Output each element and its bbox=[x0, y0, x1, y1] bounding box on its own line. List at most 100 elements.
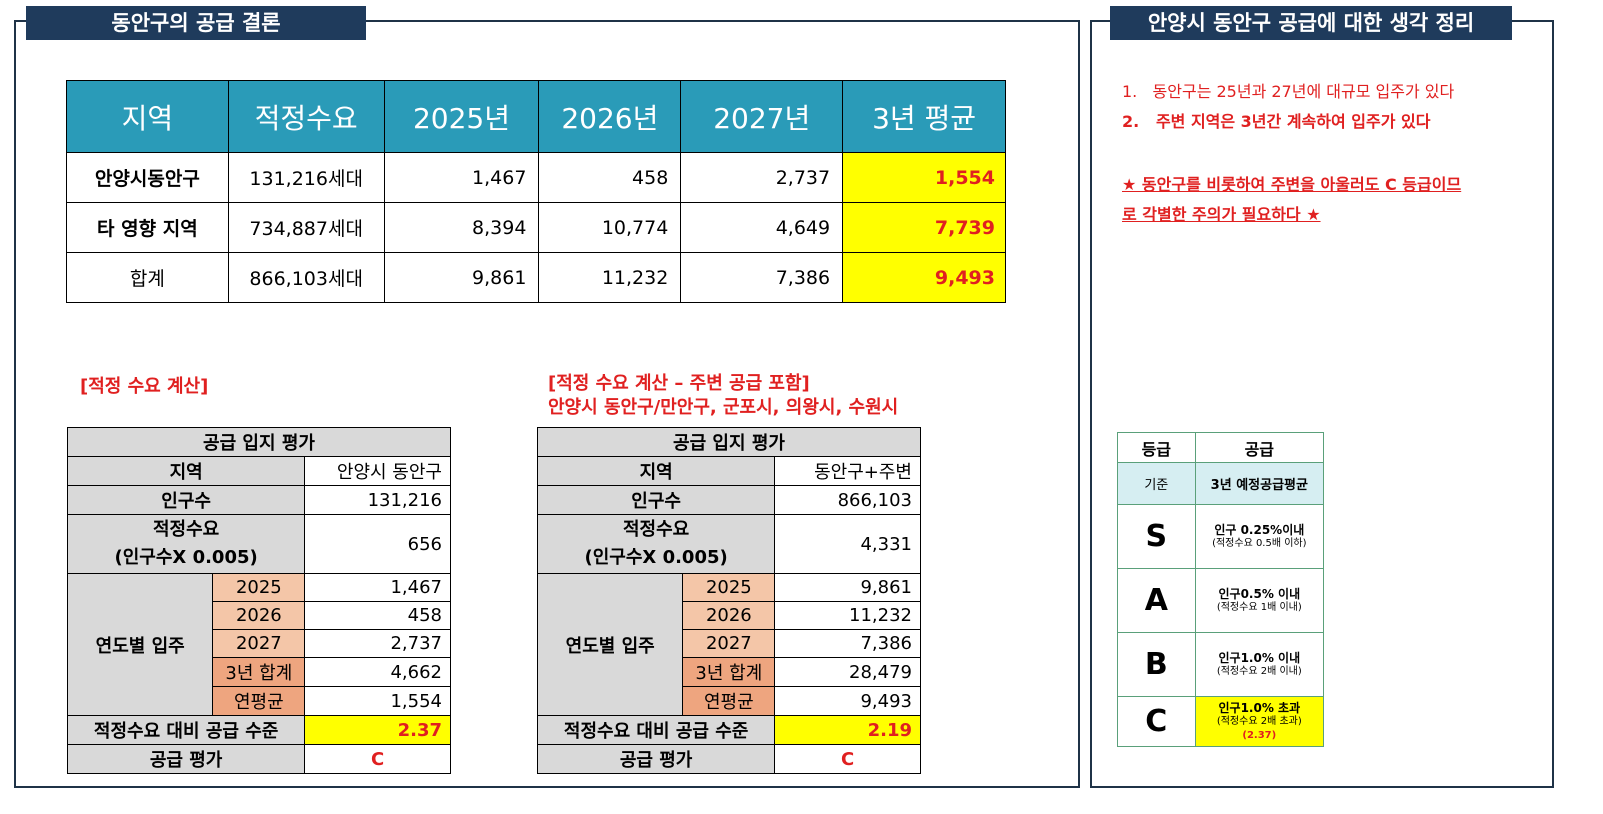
calc2-label: [적정 수요 계산 – 주변 공급 포함] 안양시 동안구/만안구, 군포시, … bbox=[548, 372, 898, 420]
calc2-demand-label: 적정수요 (인구수X 0.005) bbox=[536, 514, 776, 574]
note-number: 1. bbox=[1122, 82, 1138, 101]
calc2-region-label: 지역 bbox=[536, 456, 776, 486]
row-2025: 9,861 bbox=[383, 252, 540, 303]
calc1-population-value: 131,216 bbox=[304, 485, 451, 515]
summary-header-row: 지역 적정수요 2025년 2026년 2027년 3년 평균 bbox=[66, 80, 1006, 153]
calc2-grade-value: C bbox=[774, 744, 921, 774]
calc2-grade-label: 공급 평가 bbox=[536, 744, 776, 774]
grade-desc-main: 인구 0.25%이내 bbox=[1214, 522, 1305, 537]
calc2-year-2025: 2025 bbox=[682, 573, 776, 602]
header-region: 지역 bbox=[66, 80, 229, 153]
calc1-3yr-total: 3년 합계 bbox=[212, 657, 306, 687]
row-2027: 4,649 bbox=[680, 202, 844, 253]
note-item-2: 2. 주변 지역은 3년간 계속하여 입주가 있다 bbox=[1122, 108, 1430, 132]
grade-score: (2.37) bbox=[1242, 729, 1277, 741]
grade-desc-b: 인구1.0% 이내 (적정수요 2배 이내) bbox=[1194, 632, 1325, 697]
calc1-year-2026: 2026 bbox=[212, 601, 306, 630]
header-3yr-avg: 3년 평균 bbox=[842, 80, 1006, 153]
row-2026: 11,232 bbox=[538, 252, 682, 303]
row-demand: 866,103세대 bbox=[227, 252, 385, 303]
calc1-table: 공급 입지 평가 지역 안양시 동안구 인구수 131,216 적정수요 (인구… bbox=[66, 427, 451, 774]
row-2027: 2,737 bbox=[680, 152, 844, 203]
grade-letter-s: S bbox=[1117, 504, 1196, 569]
grade-desc-s: 인구 0.25%이내 (적정수요 0.5배 이하) bbox=[1194, 504, 1325, 569]
row-avg: 9,493 bbox=[842, 252, 1006, 303]
calc2-year-2027-value: 7,386 bbox=[774, 629, 921, 658]
calc1-demand-label-line2: (인구수X 0.005) bbox=[114, 547, 258, 568]
grade-desc-main: 인구0.5% 이내 bbox=[1218, 586, 1301, 601]
calc2-year-2026-value: 11,232 bbox=[774, 601, 921, 630]
row-2026: 458 bbox=[538, 152, 682, 203]
row-avg: 1,554 bbox=[842, 152, 1006, 203]
grade-letter-c: C bbox=[1117, 696, 1196, 747]
calc1-year-2026-value: 458 bbox=[304, 601, 451, 630]
header-demand: 적정수요 bbox=[227, 80, 385, 153]
table-row: 타 영향 지역 734,887세대 8,394 10,774 4,649 7,7… bbox=[66, 202, 1006, 253]
grade-desc-sub: (적정수요 0.5배 이하) bbox=[1212, 537, 1307, 549]
left-panel bbox=[14, 20, 1080, 788]
star-note-line2: 로 각별한 주의가 필요하다 ★ bbox=[1122, 205, 1321, 224]
grade-desc-sub: (적정수요 2배 초과) bbox=[1216, 715, 1302, 727]
calc1-year-2025-value: 1,467 bbox=[304, 573, 451, 602]
star-note-line1: ★ 동안구를 비롯하여 주변을 아울러도 C 등급이므 bbox=[1122, 175, 1462, 194]
supply-header: 공급 bbox=[1194, 432, 1325, 463]
right-panel-title: 안양시 동안구 공급에 대한 생각 정리 bbox=[1110, 6, 1512, 40]
calc1-region-value: 안양시 동안구 bbox=[304, 456, 451, 486]
calc2-region-value: 동안구+주변 bbox=[774, 456, 921, 486]
calc2-annual-avg: 연평균 bbox=[682, 686, 776, 716]
base-value: 3년 예정공급평균 bbox=[1194, 462, 1325, 505]
note-item-1: 1. 동안구는 25년과 27년에 대규모 입주가 있다 bbox=[1122, 78, 1454, 102]
calc1-yearly-label: 연도별 입주 bbox=[66, 573, 214, 716]
calc1-table-title: 공급 입지 평가 bbox=[67, 427, 451, 457]
calc2-label-line2: 안양시 동안구/만안구, 군포시, 의왕시, 수원시 bbox=[548, 397, 899, 418]
note-text: 동안구는 25년과 27년에 대규모 입주가 있다 bbox=[1152, 82, 1455, 101]
calc1-ratio-label: 적정수요 대비 공급 수준 bbox=[66, 715, 306, 745]
calc2-year-2025-value: 9,861 bbox=[774, 573, 921, 602]
grade-desc-c: 인구1.0% 초과 (적정수요 2배 초과) (2.37) bbox=[1194, 696, 1325, 747]
calc1-demand-value: 656 bbox=[304, 514, 451, 574]
row-region: 합계 bbox=[66, 252, 229, 303]
header-2025: 2025년 bbox=[383, 80, 540, 153]
summary-table: 지역 적정수요 2025년 2026년 2027년 3년 평균 안양시동안구 1… bbox=[66, 80, 1006, 303]
calc2-demand-label-line2: (인구수X 0.005) bbox=[584, 547, 728, 568]
calc1-grade-value: C bbox=[304, 744, 451, 774]
calc2-demand-label-line1: 적정수요 bbox=[623, 519, 690, 540]
grade-letter-a: A bbox=[1117, 568, 1196, 633]
grade-header: 등급 bbox=[1117, 432, 1196, 463]
calc1-population-label: 인구수 bbox=[66, 485, 306, 515]
calc1-demand-label: 적정수요 (인구수X 0.005) bbox=[66, 514, 306, 574]
calc2-label-line1: [적정 수요 계산 – 주변 공급 포함] bbox=[548, 373, 810, 394]
table-row: 안양시동안구 131,216세대 1,467 458 2,737 1,554 bbox=[66, 152, 1006, 203]
table-row: 합계 866,103세대 9,861 11,232 7,386 9,493 bbox=[66, 252, 1006, 303]
grade-desc-sub: (적정수요 1배 이내) bbox=[1216, 601, 1302, 613]
header-2026: 2026년 bbox=[538, 80, 682, 153]
calc2-population-label: 인구수 bbox=[536, 485, 776, 515]
note-number: 2. bbox=[1122, 112, 1140, 131]
grade-table: 등급 공급 기준 3년 예정공급평균 S 인구 0.25%이내 (적정수요 0.… bbox=[1117, 432, 1325, 747]
grade-desc-sub: (적정수요 2배 이내) bbox=[1216, 665, 1302, 677]
header-2027: 2027년 bbox=[680, 80, 844, 153]
calc1-demand-label-line1: 적정수요 bbox=[153, 519, 220, 540]
calc1-annual-avg: 연평균 bbox=[212, 686, 306, 716]
calc2-table: 공급 입지 평가 지역 동안구+주변 인구수 866,103 적정수요 (인구수… bbox=[536, 427, 921, 774]
calc1-region-label: 지역 bbox=[66, 456, 306, 486]
calc2-ratio-value: 2.19 bbox=[774, 715, 921, 745]
row-2025: 1,467 bbox=[383, 152, 540, 203]
row-region: 안양시동안구 bbox=[66, 152, 229, 203]
calc2-annual-avg-value: 9,493 bbox=[774, 686, 921, 716]
row-2025: 8,394 bbox=[383, 202, 540, 253]
grade-letter-b: B bbox=[1117, 632, 1196, 697]
row-2026: 10,774 bbox=[538, 202, 682, 253]
left-panel-title: 동안구의 공급 결론 bbox=[26, 6, 366, 40]
row-avg: 7,739 bbox=[842, 202, 1006, 253]
calc2-demand-value: 4,331 bbox=[774, 514, 921, 574]
grade-desc-a: 인구0.5% 이내 (적정수요 1배 이내) bbox=[1194, 568, 1325, 633]
row-region: 타 영향 지역 bbox=[66, 202, 229, 253]
calc2-year-2027: 2027 bbox=[682, 629, 776, 658]
calc1-year-2027: 2027 bbox=[212, 629, 306, 658]
base-label: 기준 bbox=[1117, 462, 1196, 505]
calc1-grade-label: 공급 평가 bbox=[66, 744, 306, 774]
calc2-population-value: 866,103 bbox=[774, 485, 921, 515]
calc2-yearly-label: 연도별 입주 bbox=[536, 573, 684, 716]
calc2-table-title: 공급 입지 평가 bbox=[537, 427, 921, 457]
